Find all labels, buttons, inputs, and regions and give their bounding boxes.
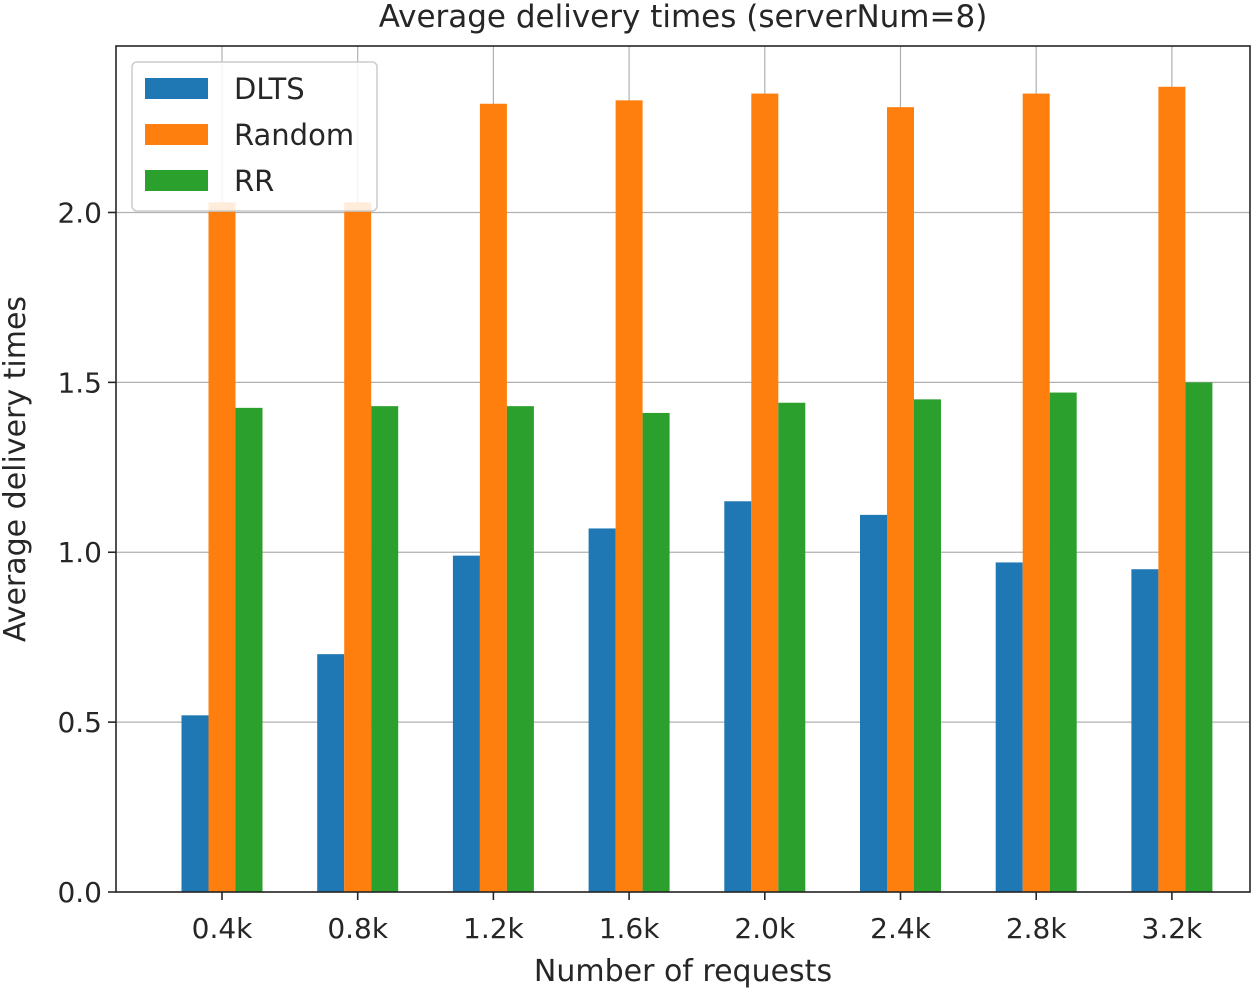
bar-rr-2.8k [1049,392,1077,892]
bar-rr-0.4k [235,407,263,892]
legend-swatch-random [145,124,208,145]
y-axis-label: Average delivery times [0,296,33,642]
bar-random-1.6k [615,100,643,892]
bar-dlts-0.4k [181,715,209,892]
y-tick-label: 1.5 [57,366,102,399]
x-tick-label: 2.0k [734,912,796,945]
legend-label-rr: RR [234,164,274,198]
bar-random-2.0k [751,93,779,892]
bar-random-2.8k [1022,93,1050,892]
bar-rr-2.4k [914,399,941,892]
bar-random-0.8k [344,202,372,892]
bar-dlts-2.0k [724,501,752,892]
bar-rr-2.0k [778,402,806,892]
x-tick-label: 0.8k [327,912,389,945]
bar-rr-1.6k [642,412,670,892]
x-tick-label: 2.4k [870,912,932,945]
y-tick-label: 2.0 [57,196,102,229]
bar-rr-3.2k [1185,382,1213,892]
bar-random-0.4k [208,202,236,892]
x-tick-label: 3.2k [1142,912,1204,945]
legend-swatch-rr [145,170,208,191]
x-tick-label: 1.2k [463,912,525,945]
x-tick-label: 0.4k [192,912,254,945]
plot-frame [115,45,1251,893]
bar-random-2.4k [887,107,914,893]
x-axis-ticks: 0.4k 0.8k 1.2k 1.6k 2.0k 2.4k 2.8k 3.2k [192,892,1203,945]
bar-dlts-2.4k [860,514,887,892]
x-tick-label: 2.8k [1006,912,1068,945]
y-tick-label: 0.0 [57,876,102,909]
legend-label-dlts: DLTS [234,72,305,106]
bar-dlts-1.6k [588,528,616,892]
bar-rr-0.8k [371,406,399,892]
legend-swatch-dlts [145,78,208,99]
legend: DLTS Random RR [131,61,378,212]
x-tick-label: 1.6k [599,912,661,945]
chart-title: Average delivery times (serverNum=8) [379,0,988,35]
bar-rr-1.2k [506,406,534,892]
legend-label-random: Random [234,118,354,152]
bar-dlts-1.2k [452,555,480,892]
y-tick-label: 0.5 [57,706,102,739]
bar-random-3.2k [1158,86,1186,892]
y-axis-ticks: 0.0 0.5 1.0 1.5 2.0 [57,196,116,909]
bar-dlts-0.8k [317,654,345,892]
x-axis-label: Number of requests [534,954,832,988]
y-tick-label: 1.0 [57,536,102,569]
bar-random-1.2k [479,103,507,892]
bars [181,86,1213,893]
bar-dlts-3.2k [1131,569,1159,892]
bar-dlts-2.8k [995,562,1023,892]
